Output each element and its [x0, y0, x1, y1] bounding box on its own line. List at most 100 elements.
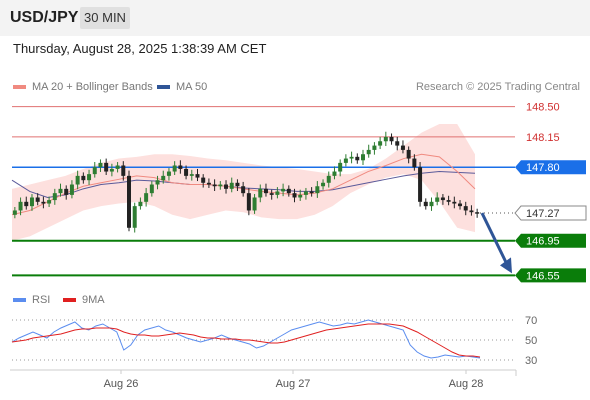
legend-ma20-label: MA 20 + Bollinger Bands — [32, 81, 153, 93]
candle-body — [52, 193, 57, 201]
candle-body — [303, 191, 308, 195]
candle-body — [452, 201, 457, 204]
legend-rsi: RSI — [13, 294, 50, 306]
candle-body — [463, 206, 468, 211]
candle-body — [395, 141, 400, 146]
candle-body — [195, 174, 200, 178]
candle-body — [75, 175, 80, 185]
candle-body — [252, 197, 257, 211]
timestamp: Thursday, August 28, 2025 1:38:39 AM CET — [13, 41, 267, 56]
legend-rsi-ma9-label: 9MA — [82, 294, 105, 306]
candle-body — [361, 154, 365, 161]
candle-body — [121, 165, 126, 176]
candle-body — [166, 171, 171, 176]
source-credit: Research © 2025 Trading Central — [415, 81, 580, 93]
candle-body — [338, 162, 343, 172]
legend-ma50: MA 50 — [157, 81, 207, 93]
candle-body — [29, 197, 34, 207]
candle-body — [81, 175, 86, 181]
candle-body — [224, 184, 229, 189]
candle-body — [366, 149, 371, 155]
legend-rsi-label: RSI — [32, 294, 51, 306]
candle-body — [47, 200, 52, 204]
level-label: 146.55 — [526, 270, 560, 282]
candle-body — [269, 193, 274, 195]
level-tag — [515, 160, 586, 175]
legend-rsi-ma9: 9MA — [63, 294, 105, 306]
candle-body — [184, 168, 189, 176]
candle-body — [440, 197, 445, 201]
candle-body — [201, 177, 206, 183]
candle-body — [412, 158, 417, 168]
candle-body — [355, 156, 360, 161]
candle-body — [372, 145, 377, 150]
candle-body — [326, 175, 331, 183]
level-label: 148.50 — [526, 102, 560, 114]
candle-body — [309, 191, 314, 194]
candle-body — [18, 201, 23, 211]
candle-body — [241, 186, 246, 194]
x-tick-label: Aug 27 — [276, 378, 311, 390]
candle-body — [189, 174, 194, 176]
candle-body — [24, 201, 29, 207]
level-tag — [515, 233, 586, 248]
candle-body — [115, 165, 120, 169]
candle-body — [35, 197, 40, 202]
candle-body — [69, 184, 74, 195]
candle-body — [149, 184, 154, 194]
symbol-label: USD/JPY — [10, 9, 79, 26]
candle-body — [475, 212, 480, 214]
candle-body — [469, 210, 474, 213]
candle-body — [349, 156, 354, 159]
timeframe-badge[interactable]: 30 MIN — [80, 7, 130, 29]
legend-ma50-label: MA 50 — [176, 81, 208, 93]
candle-body — [41, 201, 46, 204]
candle-body — [104, 162, 109, 172]
candle-body — [292, 193, 297, 198]
candle-body — [109, 168, 114, 172]
candle-body — [87, 174, 92, 181]
ma20-swatch — [13, 85, 26, 90]
candle-body — [383, 136, 388, 142]
candle-body — [423, 201, 428, 207]
candle-body — [458, 203, 463, 207]
candle-body — [138, 201, 143, 207]
candle-body — [258, 188, 263, 198]
forecast-arrow — [480, 212, 509, 266]
rsi-swatch — [13, 298, 26, 303]
candle-body — [321, 182, 326, 187]
rsi-ma9-line — [11, 323, 481, 358]
candle-body — [275, 191, 280, 195]
candle-body — [286, 188, 291, 194]
level-tag — [515, 268, 586, 283]
forecast-arrowhead — [500, 257, 512, 274]
rsi-line — [11, 319, 481, 359]
candle-body — [298, 194, 303, 198]
rsi-ma9-swatch — [63, 298, 76, 303]
candle-body — [12, 210, 17, 215]
candle-body — [429, 201, 434, 207]
candle-body — [281, 188, 286, 192]
level-label: 146.95 — [526, 236, 560, 248]
level-label: 148.15 — [526, 132, 560, 144]
candle-body — [212, 184, 217, 187]
candle-body — [161, 175, 166, 181]
candle-body — [58, 188, 63, 194]
candle-body — [98, 162, 103, 168]
candle-body — [400, 145, 405, 150]
candle-body — [246, 193, 251, 211]
candle-body — [343, 158, 348, 163]
candle-body — [155, 180, 160, 185]
level-label: 147.80 — [526, 162, 560, 174]
legend-ma20-bollinger: MA 20 + Bollinger Bands — [13, 81, 153, 93]
candle-body — [446, 200, 451, 202]
candle-body — [406, 149, 411, 159]
candle-body — [127, 175, 131, 228]
candle-body — [218, 184, 223, 187]
candle-body — [389, 136, 394, 142]
chart-header: USD/JPY 30 MIN — [0, 0, 590, 36]
candle-body — [172, 165, 177, 172]
candle-body — [178, 165, 183, 169]
level-tag — [514, 205, 587, 221]
